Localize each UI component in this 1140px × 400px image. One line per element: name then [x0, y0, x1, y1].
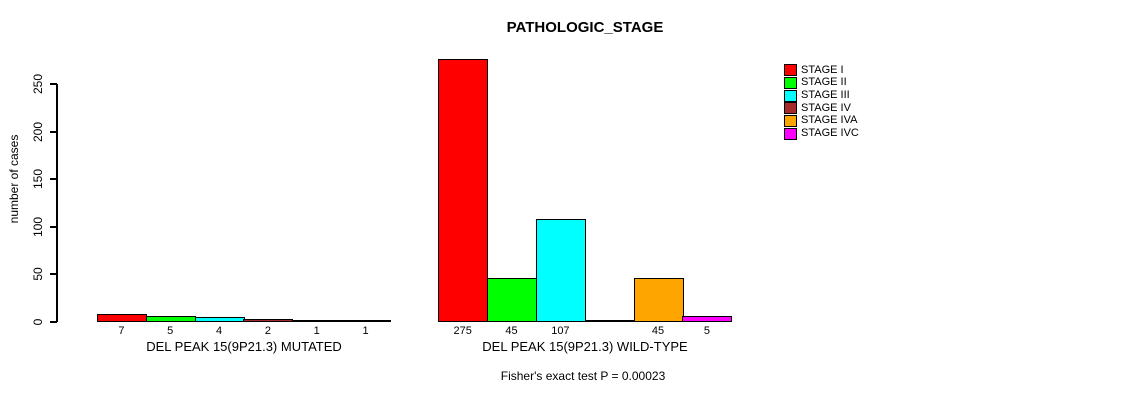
- legend-swatch-stage-ivc: [784, 127, 797, 140]
- bar-value-label: 4: [216, 325, 223, 337]
- bar-stage-iva: [292, 320, 342, 322]
- bar-stage-ivc: [341, 320, 391, 322]
- legend-swatch-stage-iii: [784, 89, 797, 102]
- bar-value-label: 107: [551, 325, 570, 337]
- y-axis-line: [56, 84, 58, 322]
- y-tick-label: 150: [31, 169, 45, 190]
- y-tick-mark: [50, 178, 57, 181]
- bar-stage-ivc: [682, 316, 732, 322]
- y-tick-mark: [50, 273, 57, 276]
- bar-value-label: 1: [313, 325, 320, 337]
- y-axis-title: number of cases: [7, 134, 21, 224]
- bar-value-label: 5: [703, 325, 710, 337]
- y-tick-mark: [50, 130, 57, 133]
- bar-stage-i: [438, 59, 488, 322]
- bar-value-label: 7: [118, 325, 125, 337]
- legend-label: STAGE III: [801, 89, 850, 102]
- bar-stage-iii: [195, 317, 245, 322]
- legend-item-stage-ii: STAGE II: [784, 76, 859, 90]
- legend-label: STAGE IV: [801, 101, 851, 114]
- group-label-mutated: DEL PEAK 15(9P21.3) MUTATED: [146, 339, 342, 354]
- y-tick-mark: [50, 225, 57, 228]
- y-tick-label: 0: [31, 318, 45, 326]
- bar-value-label: 2: [264, 325, 271, 337]
- y-tick-mark: [50, 83, 57, 85]
- fisher-test-annotation: Fisher's exact test P = 0.00023: [500, 369, 666, 383]
- bar-value-label: 45: [505, 325, 518, 337]
- legend-item-stage-iva: STAGE IVA: [784, 114, 859, 128]
- group-label-wild-type: DEL PEAK 15(9P21.3) WILD-TYPE: [482, 339, 688, 354]
- y-tick-label: 200: [31, 121, 45, 142]
- bar-stage-i: [97, 314, 147, 322]
- bar-stage-ii: [146, 316, 196, 322]
- legend-label: STAGE II: [801, 76, 847, 89]
- legend-swatch-stage-iv: [784, 102, 797, 115]
- y-tick-label: 50: [31, 267, 45, 282]
- bar-value-label: 45: [651, 325, 665, 337]
- legend-swatch-stage-ii: [784, 76, 797, 89]
- legend: STAGE I STAGE II STAGE III STAGE IV STAGE IV…: [784, 64, 859, 140]
- legend-item-stage-i: STAGE I: [784, 64, 859, 77]
- legend-item-stage-iii: STAGE III: [784, 89, 859, 102]
- bar-stage-iv: [243, 319, 293, 322]
- legend-swatch-stage-iva: [784, 114, 797, 127]
- y-tick-label: 250: [31, 73, 45, 95]
- chart-title: PATHOLOGIC_STAGE: [506, 19, 664, 36]
- bar-value-label: 1: [362, 325, 369, 337]
- legend-item-stage-iv: STAGE IV: [784, 102, 859, 115]
- bar-stage-ii: [487, 278, 537, 322]
- legend-label: STAGE IVC: [801, 127, 859, 140]
- legend-item-stage-ivc: STAGE IVC: [784, 127, 859, 140]
- bar-stage-iva: [634, 278, 684, 322]
- legend-label: STAGE I: [801, 63, 844, 76]
- y-tick-mark: [50, 321, 57, 323]
- bar-stage-iii: [536, 219, 586, 322]
- bar-value-label: 5: [167, 325, 174, 337]
- legend-swatch-stage-i: [784, 64, 797, 77]
- legend-label: STAGE IVA: [801, 114, 858, 127]
- bar-value-label: 275: [453, 325, 472, 337]
- y-tick-label: 100: [31, 216, 45, 237]
